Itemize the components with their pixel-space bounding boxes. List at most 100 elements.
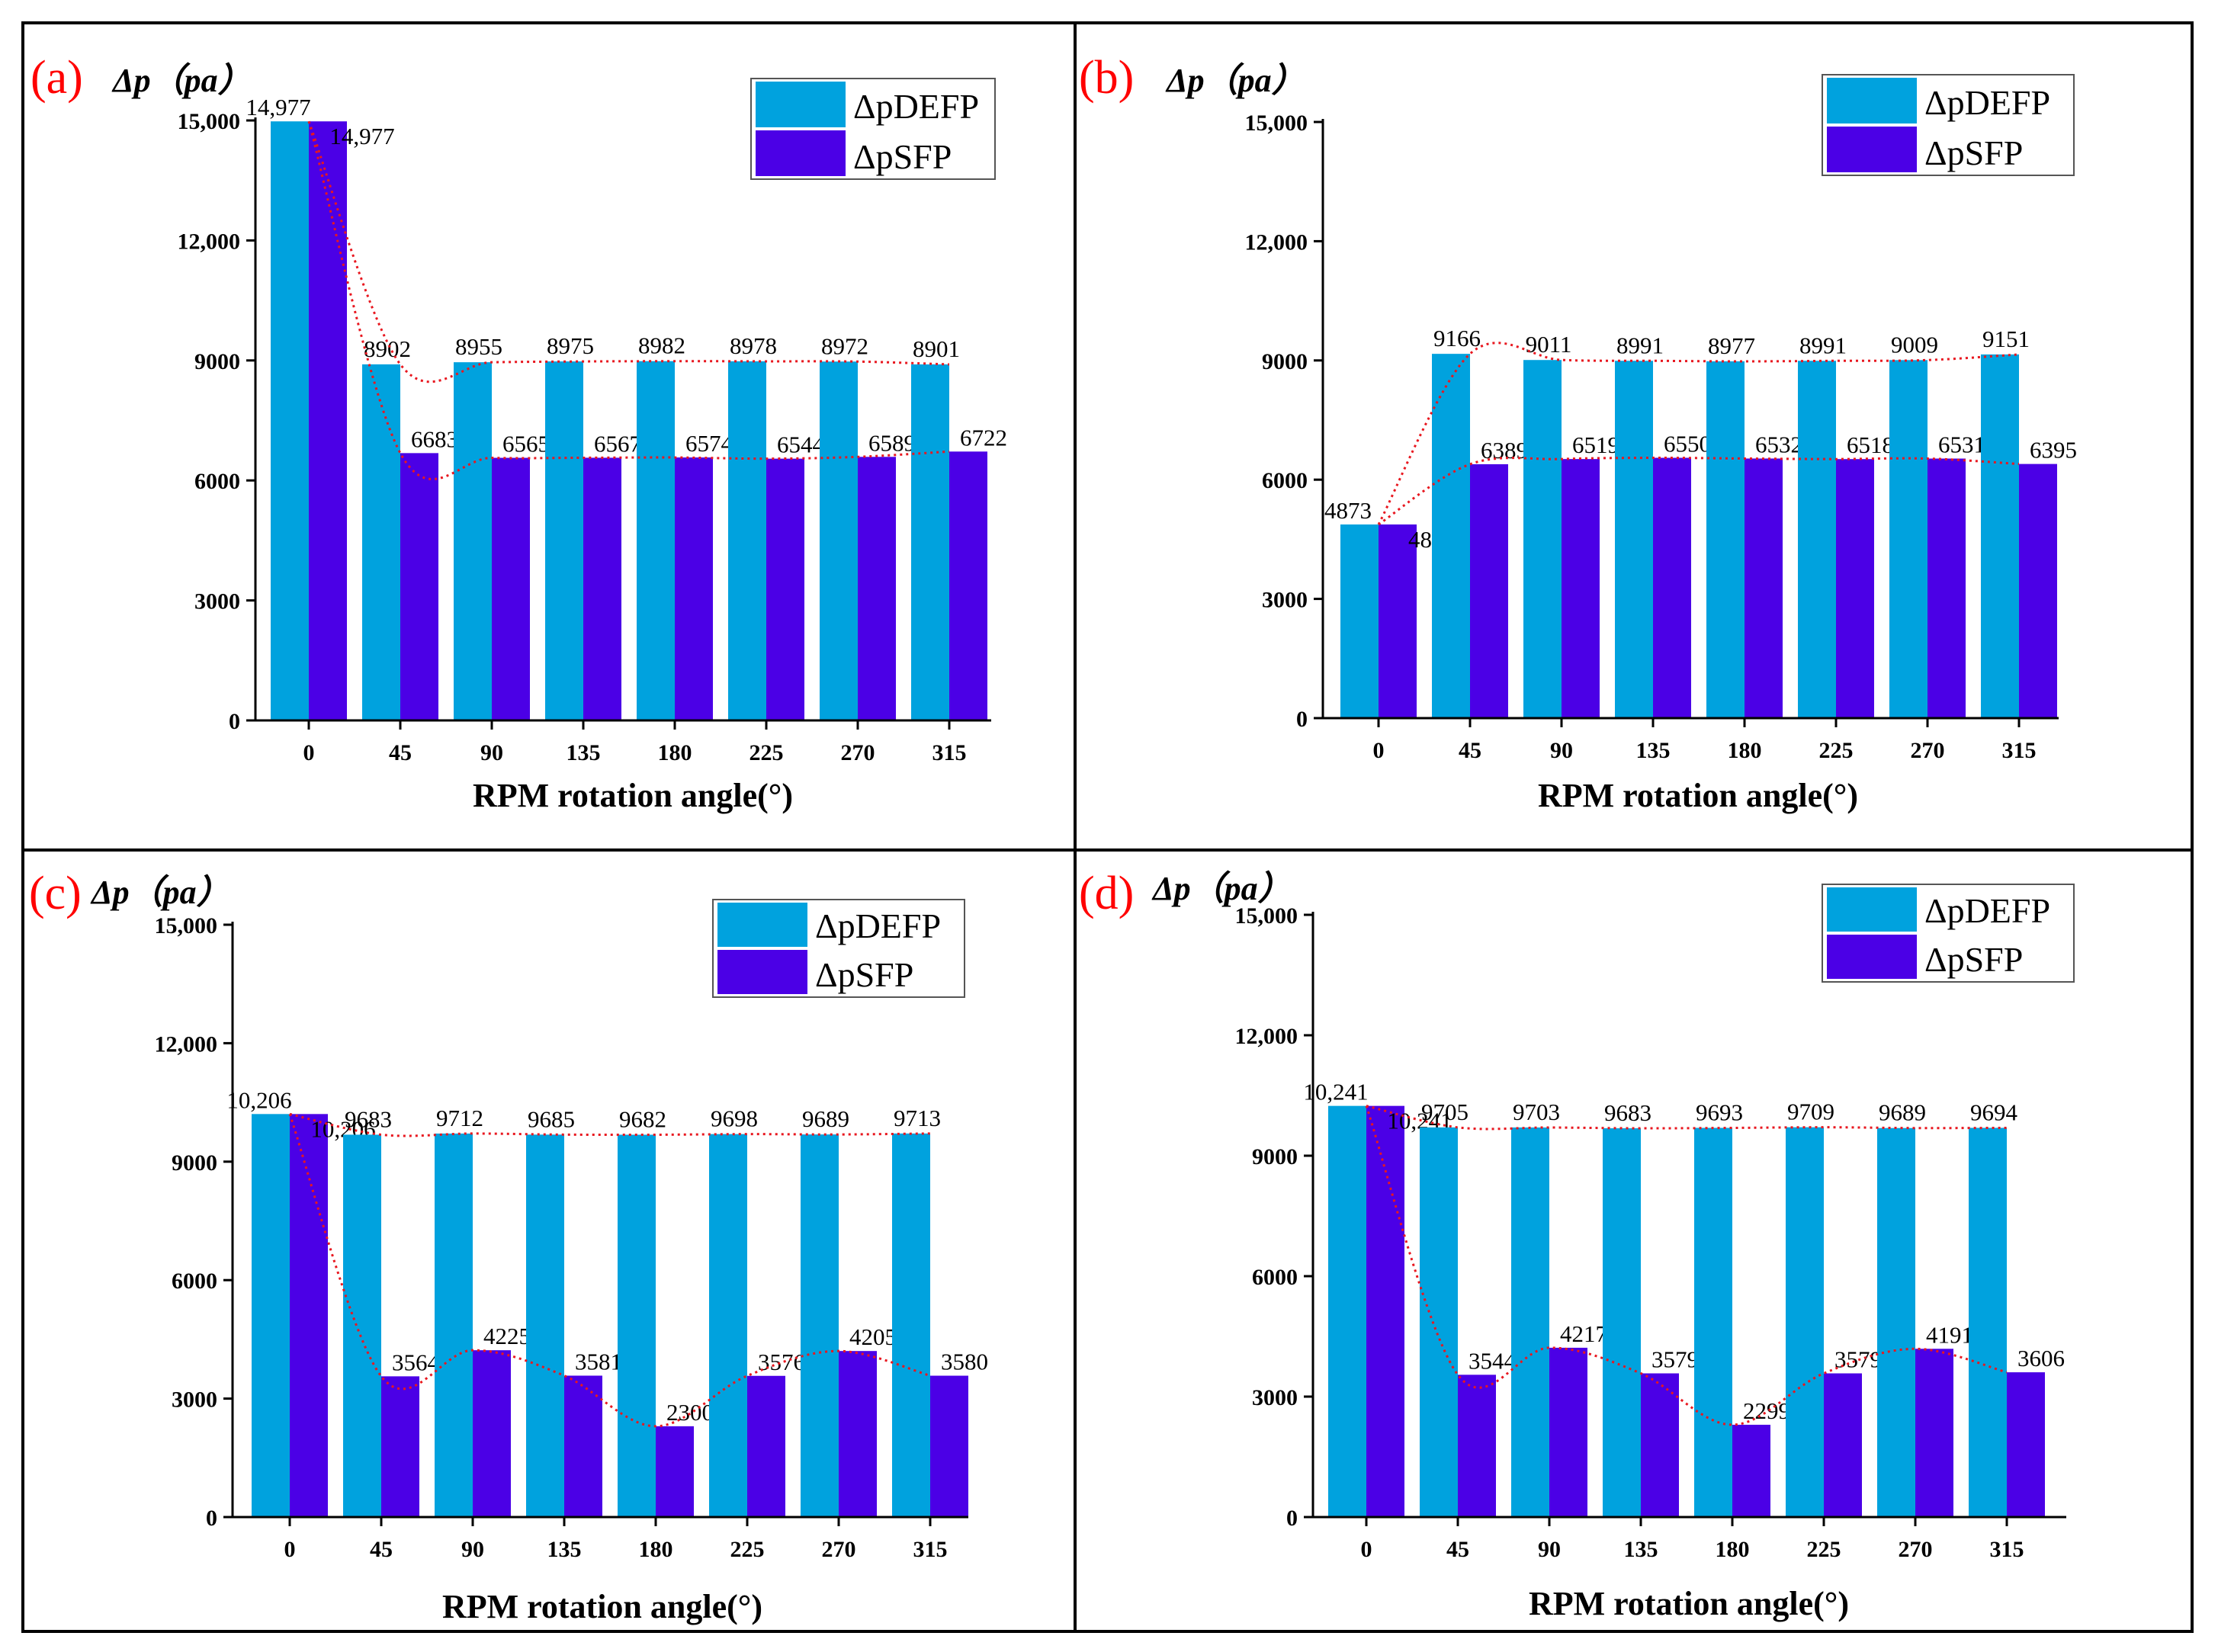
data-label-sfp: 6544 (777, 431, 825, 458)
panel-frame-d (1074, 848, 2194, 1633)
y-tick-label: 9000 (1252, 1144, 1298, 1169)
data-label-defp: 9683 (1604, 1099, 1651, 1126)
legend-label-defp: ΔpDEFP (853, 87, 979, 126)
legend-swatch-sfp (1827, 935, 1917, 979)
bar-defp (1511, 1127, 1549, 1517)
x-tick-label: 45 (370, 1537, 393, 1562)
data-label-sfp: 6574 (685, 430, 733, 457)
data-label-sfp: 6683 (411, 425, 458, 452)
y-tick-label: 3000 (172, 1387, 217, 1413)
x-tick-label: 135 (1636, 738, 1671, 763)
data-label-defp: 9689 (802, 1105, 849, 1132)
data-label-defp: 8991 (1616, 332, 1664, 358)
legend-label-defp: ΔpDEFP (1924, 891, 2050, 930)
x-tick-label: 90 (461, 1537, 484, 1562)
panels: (a) Δp（pa）030006000900012,00015,000014,97… (29, 52, 2077, 1625)
data-label-sfp: 3606 (2017, 1345, 2065, 1371)
data-label-defp: 9689 (1879, 1099, 1926, 1126)
data-label-sfp: 6518 (1847, 431, 1894, 458)
trend-line-defp (289, 1112, 931, 1137)
y-tick-label: 3000 (1252, 1385, 1298, 1410)
data-label-defp: 8902 (364, 335, 411, 362)
bar-defp (526, 1134, 564, 1517)
data-label-sfp: 3579 (1651, 1346, 1699, 1373)
bar-sfp (309, 121, 347, 720)
bar-defp (1786, 1127, 1824, 1517)
data-label-sfp: 6519 (1572, 431, 1619, 458)
y-tick-label: 12,000 (178, 229, 241, 254)
x-tick-label: 315 (932, 740, 967, 765)
bar-defp (1706, 361, 1745, 718)
y-tick-label: 15,000 (178, 109, 241, 134)
bar-defp (343, 1134, 381, 1517)
data-label-sfp: 6531 (1938, 431, 1985, 458)
data-label-defp: 9682 (619, 1105, 666, 1132)
y-tick-label: 0 (1296, 707, 1308, 732)
data-label-sfp: 4205 (849, 1323, 897, 1350)
bar-sfp (400, 453, 438, 720)
legend: ΔpDEFP ΔpSFP (1822, 884, 2075, 983)
data-label-defp: 8901 (913, 335, 960, 362)
bar-sfp (564, 1375, 602, 1517)
legend: ΔpDEFP ΔpSFP (712, 899, 965, 998)
y-tick-label: 6000 (194, 469, 240, 494)
y-tick-label: 0 (229, 709, 240, 734)
panel-label: (a) (30, 52, 83, 104)
chart-panel-d: (d) Δp（pa） 0 3000 6000 9000 12,000 15,000 0 10,24… (1079, 868, 2075, 1622)
bar-defp (1969, 1128, 2007, 1517)
x-tick-label: 45 (389, 740, 412, 765)
bar-defp (454, 362, 492, 720)
data-label-defp: 9713 (894, 1105, 941, 1131)
y-axis-label: Δp（pa） (111, 62, 252, 99)
data-label-defp: 10,241 (1303, 1079, 1368, 1105)
bar-defp (271, 121, 309, 720)
bar-defp (728, 361, 766, 720)
x-tick-label: 270 (841, 740, 875, 765)
chart-panel-b: (b) Δp（pa） 0 3000 6000 9000 12,000 15,000 0 4873 4… (1079, 52, 2077, 814)
bar-defp (820, 361, 858, 720)
x-tick-label: 135 (567, 740, 601, 765)
bar-sfp (1732, 1424, 1770, 1517)
y-tick-label: 3000 (194, 589, 240, 614)
legend-label-sfp: ΔpSFP (1924, 133, 2023, 172)
bar-defp (1523, 360, 1562, 718)
data-label-sfp: 3580 (941, 1349, 988, 1375)
bar-defp (435, 1133, 473, 1517)
data-label-defp: 9698 (711, 1105, 758, 1132)
data-label-defp: 9683 (345, 1105, 392, 1132)
data-label-sfp: 3576 (758, 1349, 805, 1375)
bar-sfp (1366, 1105, 1404, 1517)
data-label-sfp: 3564 (392, 1349, 440, 1375)
x-axis-label: RPM rotation angle(°) (1538, 777, 1858, 814)
bar-sfp (930, 1375, 968, 1517)
bar-defp (1877, 1128, 1915, 1517)
x-tick-label: 180 (658, 740, 692, 765)
legend-label-sfp: ΔpSFP (815, 955, 913, 994)
bar-defp (911, 364, 949, 720)
data-label-defp: 9709 (1787, 1099, 1834, 1125)
chart-panel-a: (a) Δp（pa） 0 3000 6000 9000 12,000 15,000 0 14,97… (30, 52, 1007, 814)
bar-sfp (1915, 1349, 1953, 1517)
data-label-sfp: 6589 (868, 429, 916, 456)
bar-defp (1420, 1127, 1458, 1517)
y-tick-label: 6000 (1262, 468, 1308, 493)
data-label-sfp: 4217 (1560, 1320, 1607, 1347)
y-tick-label: 6000 (172, 1269, 217, 1294)
y-tick-label: 12,000 (155, 1031, 218, 1057)
legend-swatch-sfp (717, 950, 807, 994)
bar-sfp (290, 1114, 328, 1517)
legend-swatch-defp (1827, 887, 1917, 932)
trend-line-sfp (1378, 457, 2020, 526)
x-tick-label: 135 (547, 1537, 582, 1562)
bar-sfp (1641, 1373, 1679, 1517)
bar-defp (545, 361, 583, 720)
bar-defp (1615, 361, 1653, 718)
legend-label-defp: ΔpDEFP (1924, 83, 2050, 122)
data-label-defp: 9705 (1421, 1099, 1469, 1125)
x-tick-label: 45 (1446, 1537, 1469, 1562)
data-label-defp: 9703 (1513, 1099, 1560, 1125)
bar-sfp (1653, 457, 1691, 718)
legend-swatch-defp (1827, 78, 1917, 123)
data-label-sfp: 2299 (1743, 1397, 1790, 1424)
bar-defp (1694, 1128, 1732, 1517)
